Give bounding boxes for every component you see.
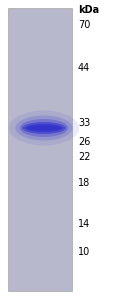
Ellipse shape xyxy=(29,126,59,130)
Text: kDa: kDa xyxy=(78,5,99,15)
Text: 18: 18 xyxy=(78,178,90,188)
Text: 14: 14 xyxy=(78,219,90,229)
Ellipse shape xyxy=(15,115,73,141)
Text: 70: 70 xyxy=(78,20,90,30)
Ellipse shape xyxy=(25,124,63,132)
Bar xyxy=(8,8,72,291)
Text: 44: 44 xyxy=(78,63,90,73)
Text: 26: 26 xyxy=(78,137,90,147)
Ellipse shape xyxy=(20,119,68,137)
Text: 33: 33 xyxy=(78,118,90,128)
Text: 22: 22 xyxy=(78,152,90,162)
Text: 10: 10 xyxy=(78,247,90,257)
Ellipse shape xyxy=(9,111,79,146)
Ellipse shape xyxy=(22,122,66,134)
